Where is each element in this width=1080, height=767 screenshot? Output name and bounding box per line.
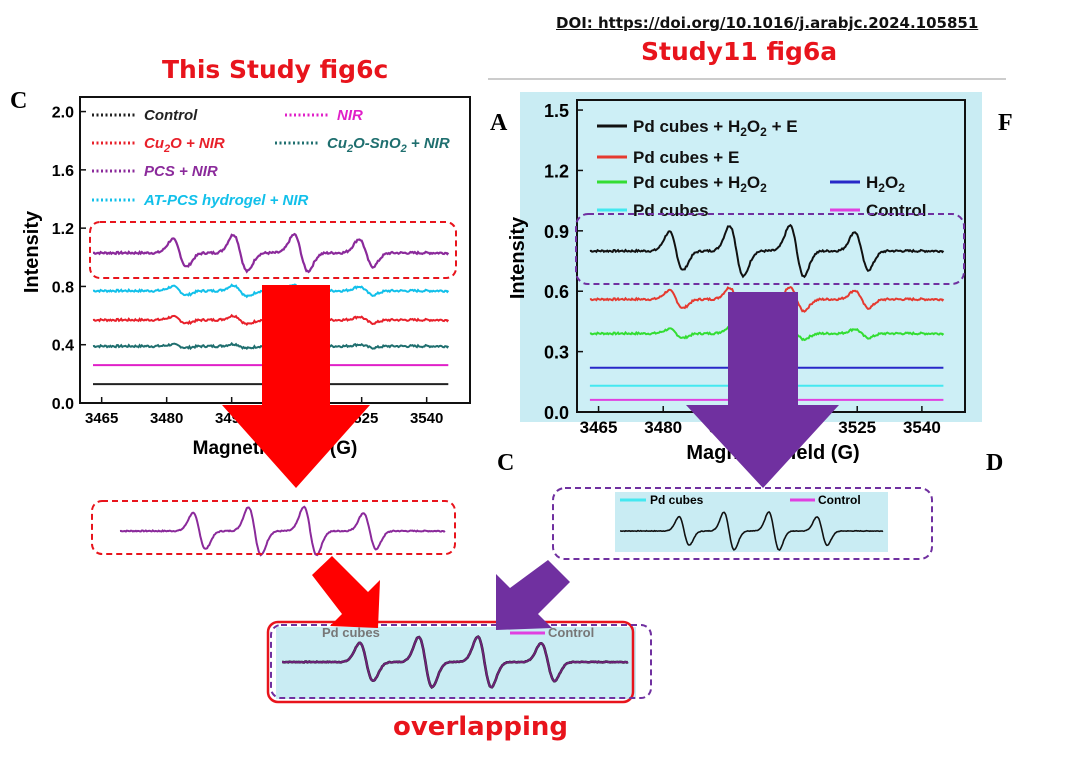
left-ytick-label: 0.8 bbox=[52, 279, 74, 296]
right-crop-label-pd: Pd cubes bbox=[650, 493, 704, 507]
right-ytick-label: 0.3 bbox=[544, 343, 569, 363]
right-side-letter-d: D bbox=[986, 450, 1003, 476]
right-legend-label: Pd cubes + E bbox=[633, 148, 739, 167]
right-legend-label: H2​O2​ bbox=[866, 173, 905, 195]
right-legend-label: Pd cubes bbox=[633, 201, 709, 220]
right-ylabel: Intensity bbox=[507, 216, 529, 299]
annotation-crops: Pd cubes Control Pd cubes Control bbox=[119, 492, 888, 699]
left-crop-box bbox=[91, 500, 456, 555]
left-xtick-label: 3465 bbox=[85, 410, 118, 427]
left-ylabel: Intensity bbox=[21, 210, 43, 293]
right-ytick-label: 1.2 bbox=[544, 161, 569, 181]
overlap-trace-purple bbox=[282, 635, 629, 689]
purple-diagonal-arrow bbox=[496, 560, 570, 630]
right-crop-trace bbox=[620, 511, 884, 551]
right-ytick-label: 0.9 bbox=[544, 222, 569, 242]
right-xtick-label: 3465 bbox=[580, 418, 618, 437]
left-crop-trace bbox=[119, 505, 446, 557]
right-crop-label-control: Control bbox=[818, 493, 861, 507]
right-ytick-label: 0.0 bbox=[544, 403, 569, 423]
left-legend-label: AT-PCS hydrogel + NIR bbox=[143, 192, 308, 209]
left-legend-label: Cu2​O + NIR bbox=[144, 135, 225, 155]
left-ytick-label: 1.6 bbox=[52, 163, 74, 180]
annotation-overlays bbox=[89, 213, 965, 704]
overlapping-label: overlapping bbox=[393, 712, 568, 742]
left-legend-label: NIR bbox=[337, 107, 363, 124]
right-side-letter-c: C bbox=[497, 450, 514, 476]
left-highlight-box bbox=[89, 221, 457, 279]
overlap-crop-label-control: Control bbox=[548, 625, 594, 640]
left-ytick-label: 1.2 bbox=[52, 221, 74, 238]
left-xtick-label: 3540 bbox=[410, 410, 443, 427]
purple-down-arrow bbox=[686, 292, 839, 488]
left-legend-label: Cu2​O-SnO2​ + NIR bbox=[327, 135, 450, 155]
left-legend-label: Control bbox=[144, 107, 198, 124]
right-series-line bbox=[589, 223, 945, 279]
right-xtick-label: 3480 bbox=[644, 418, 682, 437]
right-legend-label: Pd cubes + H2​O2​ bbox=[633, 173, 767, 195]
overlap-box-purple bbox=[270, 624, 652, 699]
red-down-arrow bbox=[222, 285, 370, 488]
right-xtick-label: 3540 bbox=[903, 418, 941, 437]
right-highlight-box bbox=[575, 213, 965, 285]
left-series-line bbox=[92, 232, 450, 274]
left-chart: C0.00.40.81.21.62.0346534803495351035253… bbox=[10, 88, 471, 459]
left-study-title: This Study fig6c bbox=[162, 55, 389, 84]
overlap-crop-label-pd: Pd cubes bbox=[322, 625, 380, 640]
doi-reference: DOI: https://doi.org/10.1016/j.arabjc.20… bbox=[556, 14, 979, 32]
right-ytick-label: 0.6 bbox=[544, 282, 569, 302]
left-ytick-label: 0.4 bbox=[52, 338, 74, 355]
right-legend-label: Control bbox=[866, 201, 926, 220]
right-ytick-label: 1.5 bbox=[544, 101, 569, 121]
left-ytick-label: 2.0 bbox=[52, 105, 74, 122]
red-diagonal-arrow bbox=[312, 556, 380, 628]
left-ytick-label: 0.0 bbox=[52, 396, 74, 413]
left-legend-label: PCS + NIR bbox=[144, 163, 218, 180]
right-legend-label: Pd cubes + H2​O2​ + E bbox=[633, 117, 798, 139]
right-side-letter-f: F bbox=[998, 110, 1013, 136]
right-xtick-label: 3525 bbox=[838, 418, 876, 437]
right-study-title: Study11 fig6a bbox=[641, 37, 838, 66]
right-panel-letter: A bbox=[490, 110, 508, 136]
right-crop-background bbox=[615, 492, 888, 552]
left-panel-letter: C bbox=[10, 88, 27, 114]
overlap-box-red bbox=[266, 620, 635, 704]
left-xtick-label: 3480 bbox=[150, 410, 183, 427]
